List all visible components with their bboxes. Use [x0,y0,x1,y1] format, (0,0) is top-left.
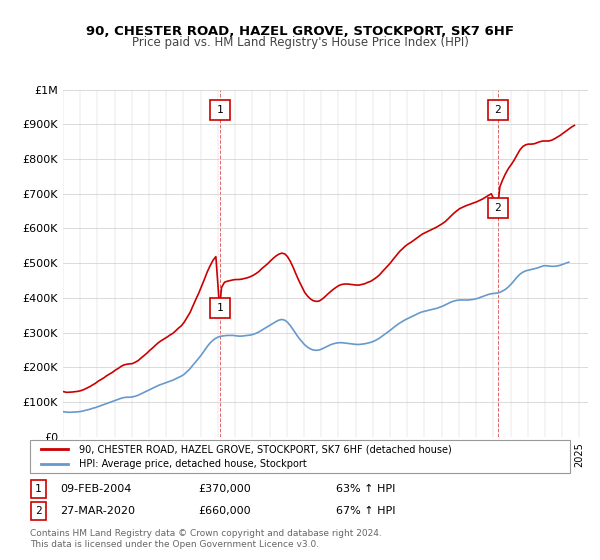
Text: 2: 2 [494,105,501,115]
Text: 27-MAR-2020: 27-MAR-2020 [60,506,135,516]
Text: 90, CHESTER ROAD, HAZEL GROVE, STOCKPORT, SK7 6HF: 90, CHESTER ROAD, HAZEL GROVE, STOCKPORT… [86,25,514,38]
Text: £370,000: £370,000 [198,484,251,494]
Text: 1: 1 [216,105,223,115]
FancyBboxPatch shape [31,502,46,520]
Text: HPI: Average price, detached house, Stockport: HPI: Average price, detached house, Stoc… [79,459,307,469]
Text: Price paid vs. HM Land Registry's House Price Index (HPI): Price paid vs. HM Land Registry's House … [131,36,469,49]
Text: 09-FEB-2004: 09-FEB-2004 [60,484,131,494]
Text: 67% ↑ HPI: 67% ↑ HPI [336,506,395,516]
Text: £660,000: £660,000 [198,506,251,516]
FancyBboxPatch shape [31,480,46,498]
Text: Contains HM Land Registry data © Crown copyright and database right 2024.
This d: Contains HM Land Registry data © Crown c… [30,529,382,549]
Text: 2: 2 [494,203,501,213]
FancyBboxPatch shape [30,440,570,473]
Text: 90, CHESTER ROAD, HAZEL GROVE, STOCKPORT, SK7 6HF (detached house): 90, CHESTER ROAD, HAZEL GROVE, STOCKPORT… [79,444,451,454]
Text: 63% ↑ HPI: 63% ↑ HPI [336,484,395,494]
Text: 2: 2 [35,506,42,516]
Text: 1: 1 [35,484,42,494]
Text: 1: 1 [216,304,223,314]
